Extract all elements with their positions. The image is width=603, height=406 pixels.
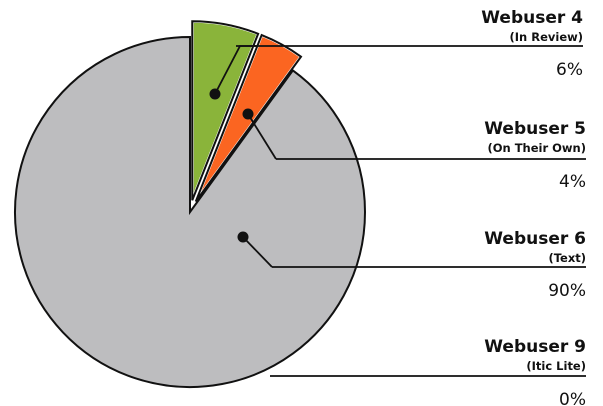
slice-value-label: 0% xyxy=(559,390,586,406)
label-group-webuser-6: Webuser 6 (Text) 90% xyxy=(272,229,586,301)
slice-note-label: (On Their Own) xyxy=(487,141,586,155)
slice-note-label: (In Review) xyxy=(510,30,584,44)
slice-value-label: 90% xyxy=(548,281,586,301)
label-group-webuser-9: Webuser 9 (Itic Lite) 0% xyxy=(270,337,586,406)
leader-line xyxy=(242,236,273,268)
pie-slice-outline xyxy=(191,20,260,201)
leader-lines xyxy=(209,45,277,268)
leader-dot xyxy=(209,88,221,100)
slice-value-label: 6% xyxy=(556,60,583,80)
pie-slices xyxy=(14,19,366,388)
slice-name-label: Webuser 5 xyxy=(484,119,586,139)
slice-note-label: (Itic Lite) xyxy=(526,359,586,373)
pie-slice-webuser-6 xyxy=(14,35,366,388)
slice-note-label: (Text) xyxy=(548,251,586,265)
leader-dot xyxy=(237,231,249,243)
label-group-webuser-5: Webuser 5 (On Their Own) 4% xyxy=(276,119,586,192)
pie-slice-outline xyxy=(194,33,303,203)
slice-name-label: Webuser 6 xyxy=(484,229,586,249)
leader-dot xyxy=(242,108,254,120)
label-group-webuser-4: Webuser 4 (In Review) 6% xyxy=(236,8,583,80)
slice-name-label: Webuser 4 xyxy=(481,8,583,28)
leader-line xyxy=(247,113,277,160)
slice-value-label: 4% xyxy=(559,172,586,192)
slice-name-label: Webuser 9 xyxy=(484,337,586,357)
